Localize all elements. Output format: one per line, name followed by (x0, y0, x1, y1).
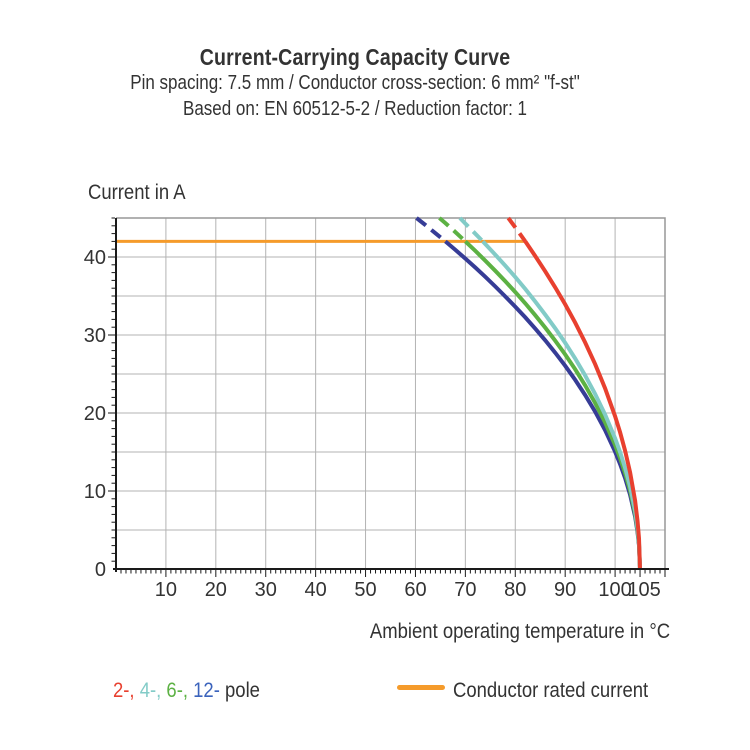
svg-text:50: 50 (354, 579, 376, 601)
svg-text:10: 10 (155, 579, 177, 601)
svg-text:70: 70 (454, 579, 476, 601)
pole-legend-item: 2-, (113, 679, 135, 702)
y-axis-title: Current in A (88, 181, 186, 204)
svg-text:0: 0 (95, 559, 106, 581)
pole-legend-item: 6-, (166, 679, 189, 702)
chart-title: Current-Carrying Capacity Curve (199, 44, 511, 70)
pole-legend-item: 4-, (139, 679, 162, 702)
curve-2-pole (506, 216, 642, 570)
svg-text:20: 20 (84, 403, 106, 425)
curve-6-pole (438, 216, 642, 570)
pole-legend-item: 12- (193, 679, 220, 702)
axes-layer (108, 217, 669, 577)
chart-subtitle-spec: Pin spacing: 7.5 mm / Conductor cross-se… (130, 72, 580, 94)
svg-text:20: 20 (205, 579, 227, 601)
x-axis-title: Ambient operating temperature in °C (369, 620, 670, 643)
svg-text:40: 40 (305, 579, 327, 601)
svg-text:105: 105 (627, 579, 660, 601)
pole-legend: 2-, 4-, 6-, 12- pole (113, 679, 260, 703)
svg-text:10: 10 (84, 481, 106, 503)
svg-text:30: 30 (84, 325, 106, 347)
svg-text:30: 30 (255, 579, 277, 601)
chart-subtitle-basis: Based on: EN 60512-5-2 / Reduction facto… (183, 98, 527, 120)
svg-text:60: 60 (404, 579, 426, 601)
curve-4-pole (458, 216, 642, 570)
svg-text:80: 80 (504, 579, 526, 601)
chart-title-block: Current-Carrying Capacity Curve Pin spac… (53, 44, 657, 122)
plot-border (116, 217, 666, 569)
svg-text:90: 90 (554, 579, 576, 601)
rated-current-swatch (397, 685, 445, 690)
y-tick-labels: 0 10 20 30 40 (84, 247, 106, 581)
pole-legend-suffix: pole (225, 679, 260, 702)
rated-current-label: Conductor rated current (453, 679, 649, 702)
svg-text:100: 100 (598, 579, 631, 601)
svg-text:40: 40 (84, 247, 106, 269)
